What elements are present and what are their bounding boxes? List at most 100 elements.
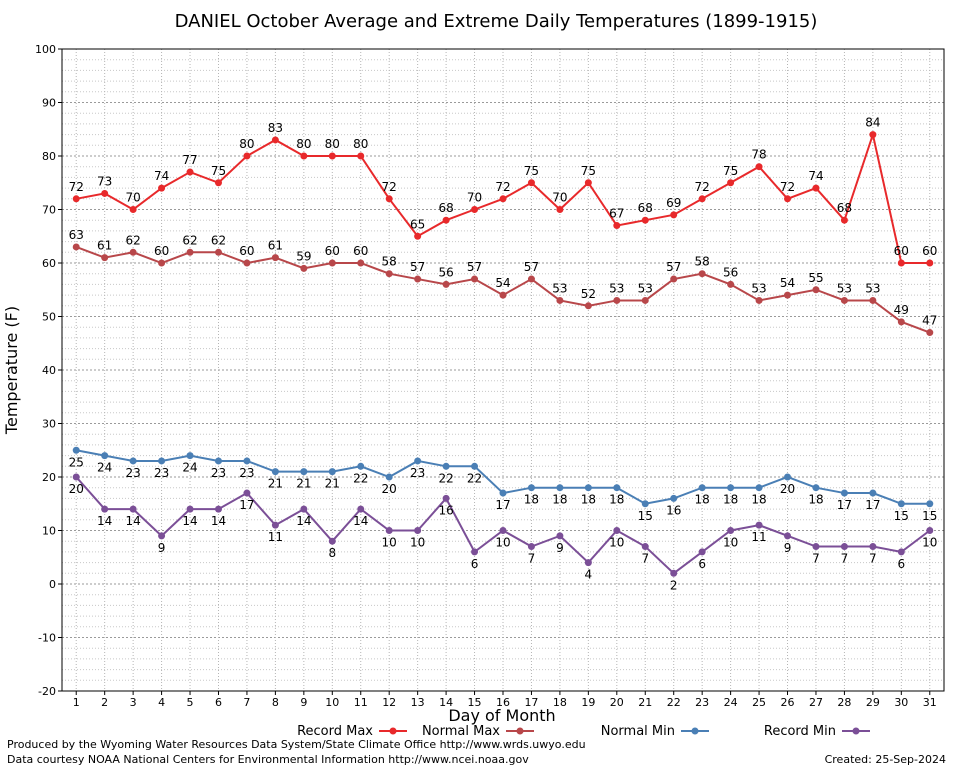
data-point-normal-max <box>186 248 194 256</box>
data-label-record-min: 6 <box>898 557 906 571</box>
data-point-record-min <box>414 527 422 534</box>
data-point-normal-max <box>72 243 80 251</box>
data-label-record-min: 9 <box>784 541 792 555</box>
data-point-record-max <box>186 168 194 176</box>
data-label-normal-max: 57 <box>666 260 681 274</box>
x-tick-label: 6 <box>215 696 222 709</box>
data-point-record-max <box>72 195 80 203</box>
data-point-record-max <box>442 216 450 224</box>
data-point-record-min <box>243 489 251 497</box>
data-point-normal-min <box>784 473 792 481</box>
data-point-record-max <box>641 216 649 224</box>
data-label-record-min: 14 <box>97 514 112 528</box>
x-tick-label: 12 <box>382 696 396 709</box>
data-label-normal-min: 24 <box>182 461 197 475</box>
data-label-record-min: 10 <box>382 536 397 550</box>
y-tick-label: 60 <box>42 257 56 270</box>
data-label-normal-min: 18 <box>808 493 823 507</box>
data-point-record-min <box>328 537 336 545</box>
data-point-record-min <box>471 548 479 556</box>
data-label-normal-max: 53 <box>609 281 624 295</box>
data-point-normal-max <box>129 248 137 256</box>
data-point-record-min <box>897 548 905 556</box>
data-label-normal-min: 18 <box>609 493 624 507</box>
data-label-record-max: 67 <box>609 207 624 221</box>
data-point-normal-max <box>755 296 763 304</box>
data-point-normal-min <box>613 484 621 492</box>
data-point-record-max <box>869 131 877 139</box>
x-tick-label: 27 <box>809 696 823 709</box>
data-label-normal-min: 15 <box>638 509 653 523</box>
data-label-record-min: 16 <box>438 503 453 517</box>
data-label-normal-max: 54 <box>780 276 795 290</box>
legend-item-normal-max: Normal Max <box>422 724 534 739</box>
y-tick-label: 90 <box>42 97 56 110</box>
data-label-record-min: 7 <box>641 552 649 566</box>
data-label-record-max: 74 <box>154 169 169 183</box>
y-tick-label: 100 <box>35 43 56 56</box>
x-tick-label: 15 <box>468 696 482 709</box>
data-point-normal-max <box>926 329 934 337</box>
data-label-normal-min: 23 <box>154 466 169 480</box>
y-tick-label: 70 <box>42 204 56 217</box>
data-point-record-min <box>727 527 735 534</box>
y-tick-label: 80 <box>42 150 56 163</box>
data-label-record-max: 68 <box>638 201 653 215</box>
x-tick-label: 21 <box>638 696 652 709</box>
data-point-record-max <box>897 259 905 267</box>
legend-item-record-min: Record Min <box>764 724 870 739</box>
legend-label: Normal Min <box>601 724 675 739</box>
footer-produced-by: Produced by the Wyoming Water Resources … <box>7 738 586 751</box>
data-point-record-min <box>442 494 450 502</box>
data-label-record-max: 70 <box>125 191 140 205</box>
data-point-normal-min <box>158 457 166 465</box>
data-point-record-min <box>556 532 564 540</box>
data-point-record-max <box>556 206 564 213</box>
data-point-record-min <box>613 527 621 534</box>
legend: Record Max Normal Max Normal Min Record Min <box>297 724 870 739</box>
legend-item-normal-min: Normal Min <box>601 724 709 739</box>
data-label-record-max: 78 <box>751 148 766 162</box>
data-label-record-max: 75 <box>723 164 738 178</box>
data-label-record-min: 9 <box>158 541 166 555</box>
data-label-normal-max: 57 <box>467 260 482 274</box>
data-point-record-max <box>129 206 137 213</box>
data-point-normal-max <box>101 254 109 262</box>
data-label-normal-min: 18 <box>524 493 539 507</box>
data-label-record-min: 14 <box>125 514 140 528</box>
x-tick-label: 8 <box>272 696 279 709</box>
y-tick-label: 40 <box>42 364 56 377</box>
data-label-record-min: 7 <box>812 552 820 566</box>
data-label-normal-min: 16 <box>666 503 681 517</box>
data-label-normal-max: 56 <box>438 265 453 279</box>
legend-item-record-max: Record Max <box>297 724 407 739</box>
data-point-normal-max <box>613 296 621 304</box>
data-label-record-min: 20 <box>69 482 84 496</box>
data-point-record-max <box>613 222 621 230</box>
x-tick-label: 5 <box>187 696 194 709</box>
y-tick-label: -20 <box>38 685 56 698</box>
data-point-record-min <box>840 543 848 551</box>
y-tick-label: -10 <box>38 632 56 645</box>
data-label-record-max: 72 <box>382 180 397 194</box>
data-point-normal-min <box>670 494 678 502</box>
data-point-normal-max <box>499 291 507 299</box>
y-tick-label: 50 <box>42 311 56 324</box>
data-label-record-min: 9 <box>556 541 564 555</box>
data-point-normal-min <box>243 457 251 465</box>
data-label-normal-min: 18 <box>581 493 596 507</box>
data-label-normal-max: 61 <box>97 239 112 253</box>
data-point-normal-max <box>357 259 365 267</box>
legend-label: Normal Max <box>422 724 500 739</box>
data-label-record-max: 72 <box>780 180 795 194</box>
data-label-record-min: 17 <box>239 498 254 512</box>
legend-swatch-marker <box>852 727 860 735</box>
data-point-normal-max <box>300 264 308 272</box>
data-label-normal-max: 60 <box>239 244 254 258</box>
data-label-normal-min: 21 <box>325 477 340 491</box>
data-label-normal-min: 22 <box>353 471 368 485</box>
data-label-normal-max: 62 <box>125 233 140 247</box>
x-tick-label: 17 <box>524 696 538 709</box>
x-tick-label: 10 <box>325 696 339 709</box>
data-point-normal-min <box>300 468 308 476</box>
